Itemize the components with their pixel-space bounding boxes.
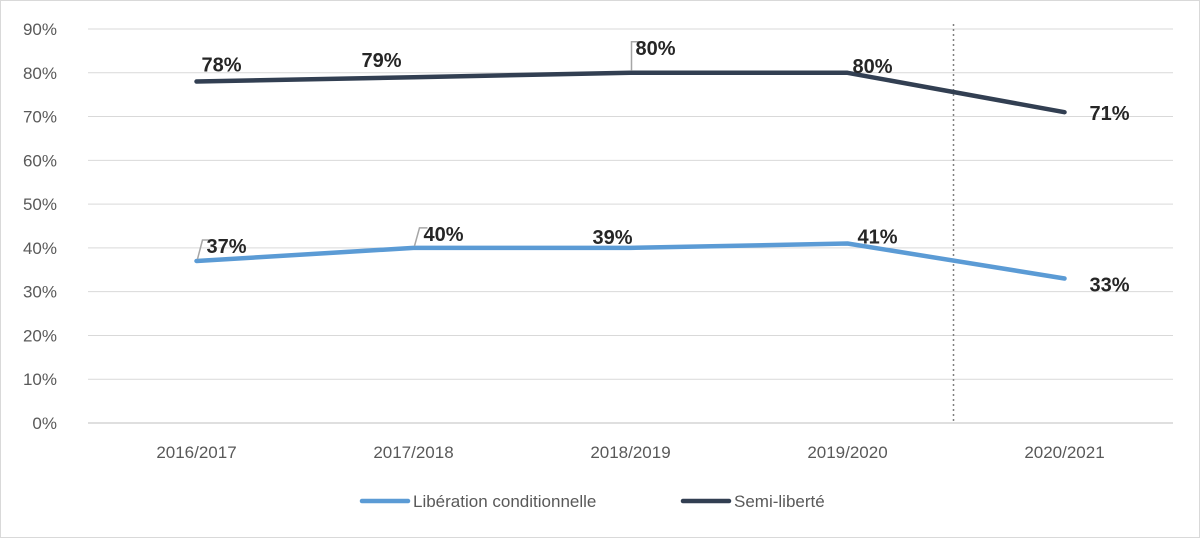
series-line-liberation-conditionnelle — [194, 241, 1067, 281]
x-tick-label: 2019/2020 — [807, 443, 887, 462]
data-labels: 37% 40% 39% 41% 33% 78% 79% 80% 80% 71% — [196, 38, 1130, 297]
y-tick-label: 40% — [23, 239, 57, 258]
leader-line — [413, 227, 428, 247]
leader-line — [630, 41, 640, 71]
series-line-semi-liberte — [194, 70, 1067, 115]
data-label: 78% — [201, 55, 241, 77]
legend-semi-liberte-label: Semi-liberté — [734, 492, 825, 511]
data-label: 41% — [857, 227, 897, 249]
x-tick-label: 2017/2018 — [373, 443, 453, 462]
data-label: 79% — [361, 50, 401, 72]
data-label: 80% — [635, 38, 675, 60]
y-axis: 0% 10% 20% 30% 40% 50% 60% 70% 80% 90% — [23, 20, 57, 433]
y-tick-label: 10% — [23, 370, 57, 389]
x-tick-label: 2018/2019 — [590, 443, 670, 462]
x-tick-label: 2020/2021 — [1024, 443, 1104, 462]
y-tick-label: 20% — [23, 326, 57, 345]
y-tick-label: 60% — [23, 151, 57, 170]
y-tick-label: 0% — [32, 414, 57, 433]
x-tick-label: 2016/2017 — [156, 443, 236, 462]
y-tick-label: 30% — [23, 283, 57, 302]
data-label: 37% — [206, 236, 246, 258]
legend-liberation-conditionnelle-label: Libération conditionnelle — [413, 492, 596, 511]
x-axis: 2016/2017 2017/2018 2018/2019 2019/2020 2020… — [156, 443, 1104, 462]
series-lines — [194, 70, 1067, 281]
y-tick-label: 50% — [23, 195, 57, 214]
data-label: 40% — [423, 224, 463, 246]
data-label: 71% — [1089, 103, 1129, 125]
y-tick-label: 90% — [23, 20, 57, 39]
data-label: 80% — [852, 56, 892, 78]
leader-line — [196, 239, 211, 260]
y-tick-label: 80% — [23, 64, 57, 83]
data-label: 33% — [1089, 275, 1129, 297]
data-label: 39% — [592, 227, 632, 249]
legend: Libération conditionnelle Semi-liberté — [359, 492, 825, 511]
y-tick-label: 70% — [23, 108, 57, 127]
